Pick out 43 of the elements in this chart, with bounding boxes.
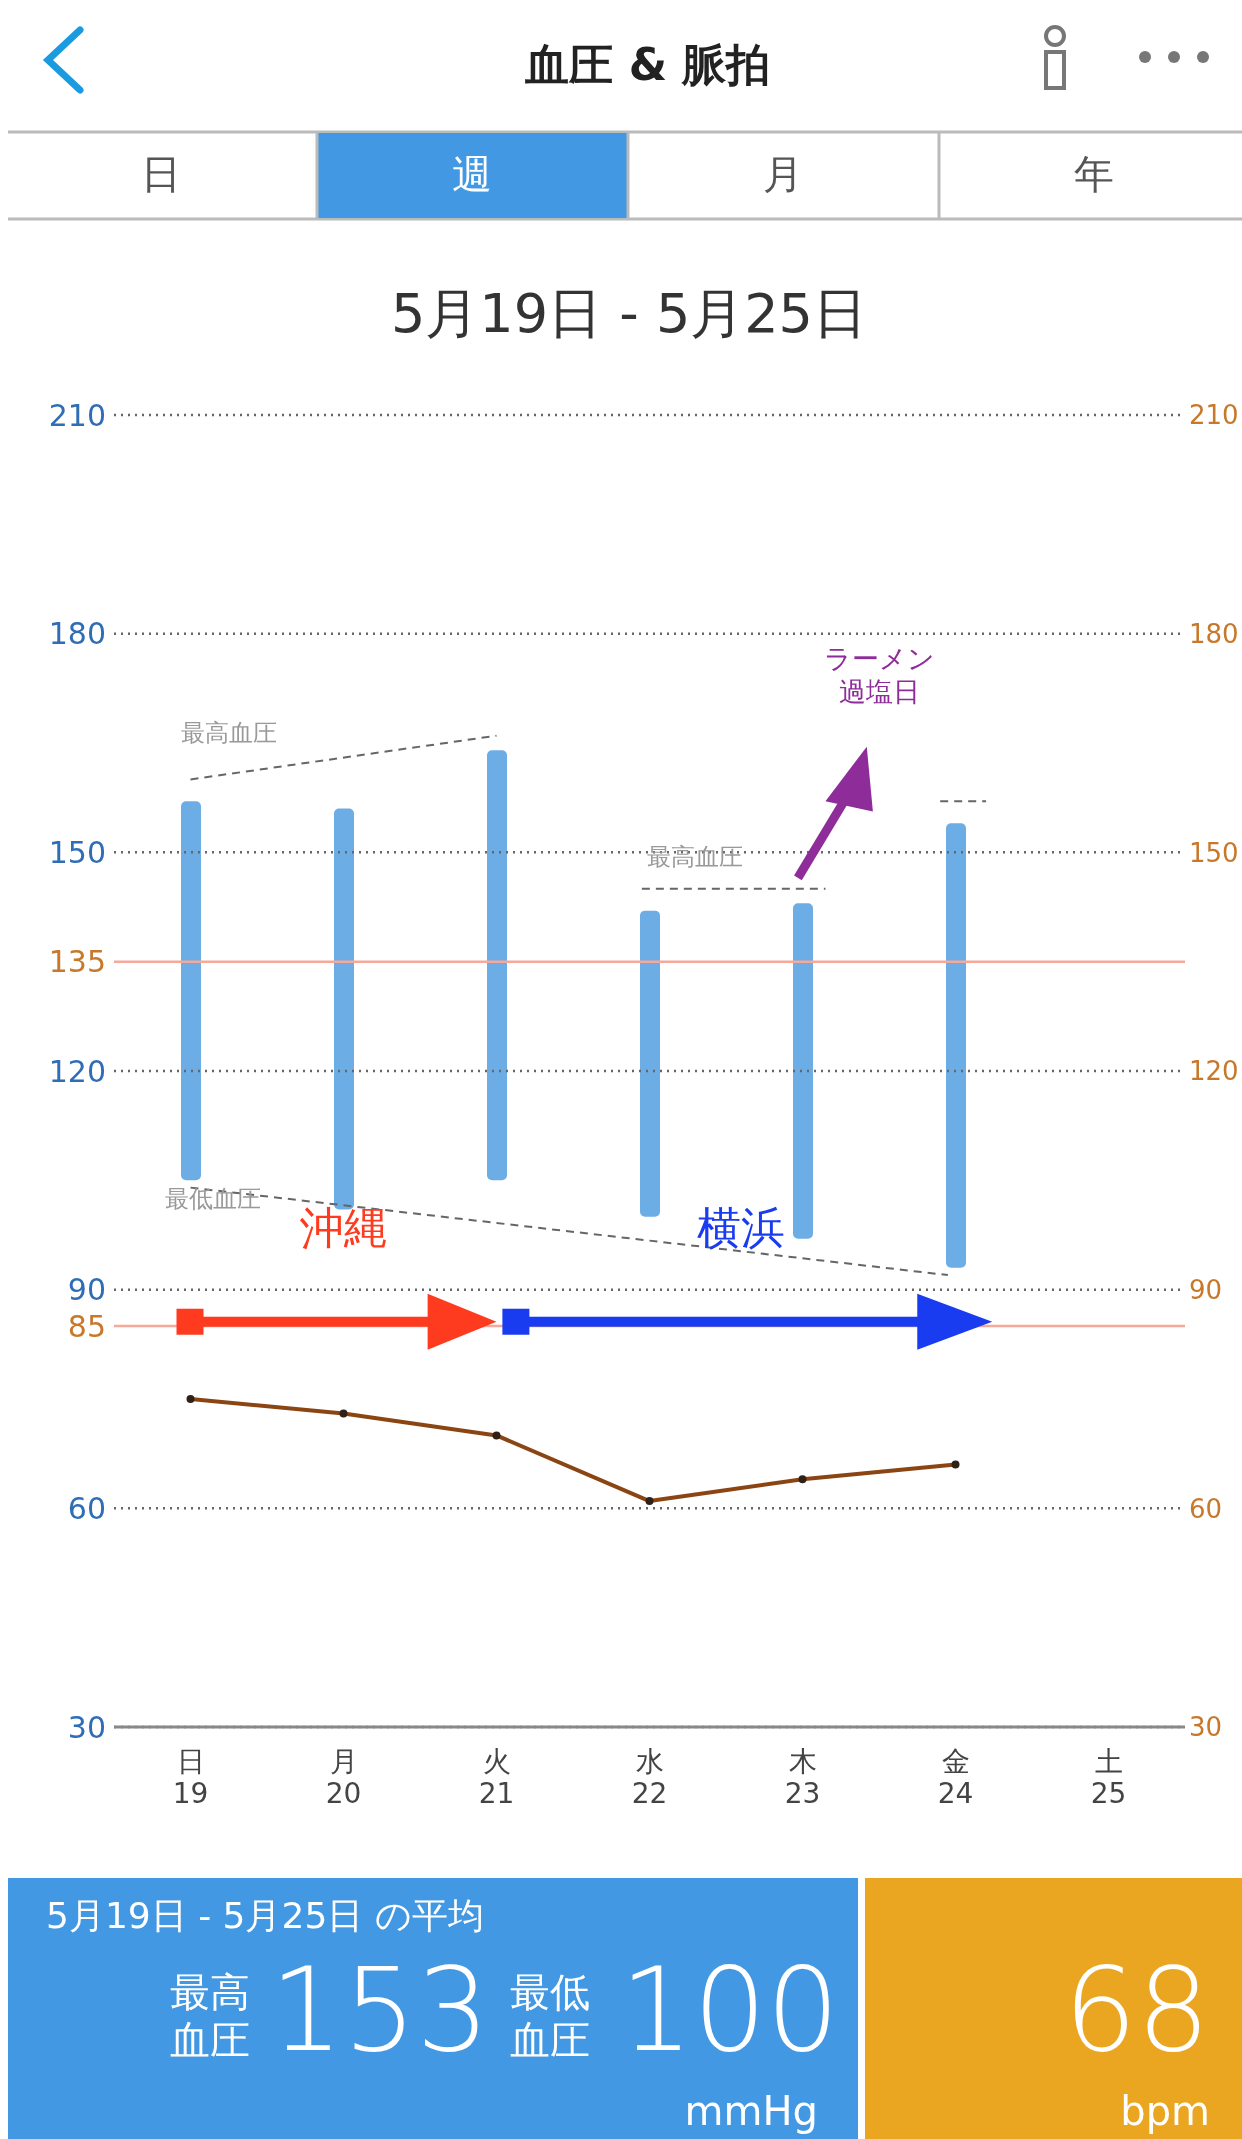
y-tick-label: 60 [67,1490,106,1526]
y2-tick-label: 210 [1189,400,1239,431]
y2-tick-label: 120 [1189,1056,1239,1087]
y-tick-label: 180 [48,616,106,652]
text: 153 [270,1943,490,2077]
x-tick-label: 火21 [478,1745,515,1810]
x-tick-label: 土25 [1090,1745,1127,1810]
annotation: 横浜 [696,1201,787,1255]
ref-line-label: 85 [67,1308,106,1344]
x-tick-label: 月20 [325,1745,362,1810]
x-tick-label: 日19 [172,1745,209,1810]
annotation: ラーメン過塩日 [823,643,935,708]
text: 最低血圧 [509,1968,591,2064]
ref-line-label: 135 [48,944,106,980]
text: 68 [1063,1943,1210,2077]
annotation: 最高血圧 [179,719,278,748]
y-tick-label: 120 [48,1053,106,1089]
chart-subtitle: 5月19日 - 5月25日 [390,281,868,347]
text: 最高血圧 [169,1968,251,2064]
chart-title: 血圧 & 脈拍 [524,39,771,90]
text: 100 [620,1943,840,2077]
text: mmHg [684,2088,818,2134]
y-tick-label: 150 [48,834,106,870]
text: 日 [141,151,181,197]
x-tick-label: 木23 [784,1745,821,1810]
y-tick-label: 210 [48,397,106,433]
y-tick-label: 90 [67,1272,106,1308]
text: 年 [1074,151,1114,197]
y2-tick-label: 90 [1189,1274,1223,1305]
y2-tick-label: 30 [1189,1712,1223,1743]
text: 5月19日 - 5月25日 の平均 [46,1894,484,1938]
text: bpm [1120,2088,1210,2134]
annotation: 最高血圧 [646,842,745,872]
annotation: 最低血圧 [165,1185,262,1214]
y2-tick-label: 150 [1189,837,1239,868]
y2-tick-label: 180 [1189,618,1239,649]
text: 週 [452,151,492,197]
x-tick-label: 水22 [631,1745,668,1810]
annotation: 沖縄 [299,1201,388,1253]
y2-tick-label: 60 [1189,1493,1223,1524]
y-tick-label: 30 [67,1709,106,1745]
x-tick-label: 金24 [937,1745,974,1810]
text: 月 [763,151,803,197]
